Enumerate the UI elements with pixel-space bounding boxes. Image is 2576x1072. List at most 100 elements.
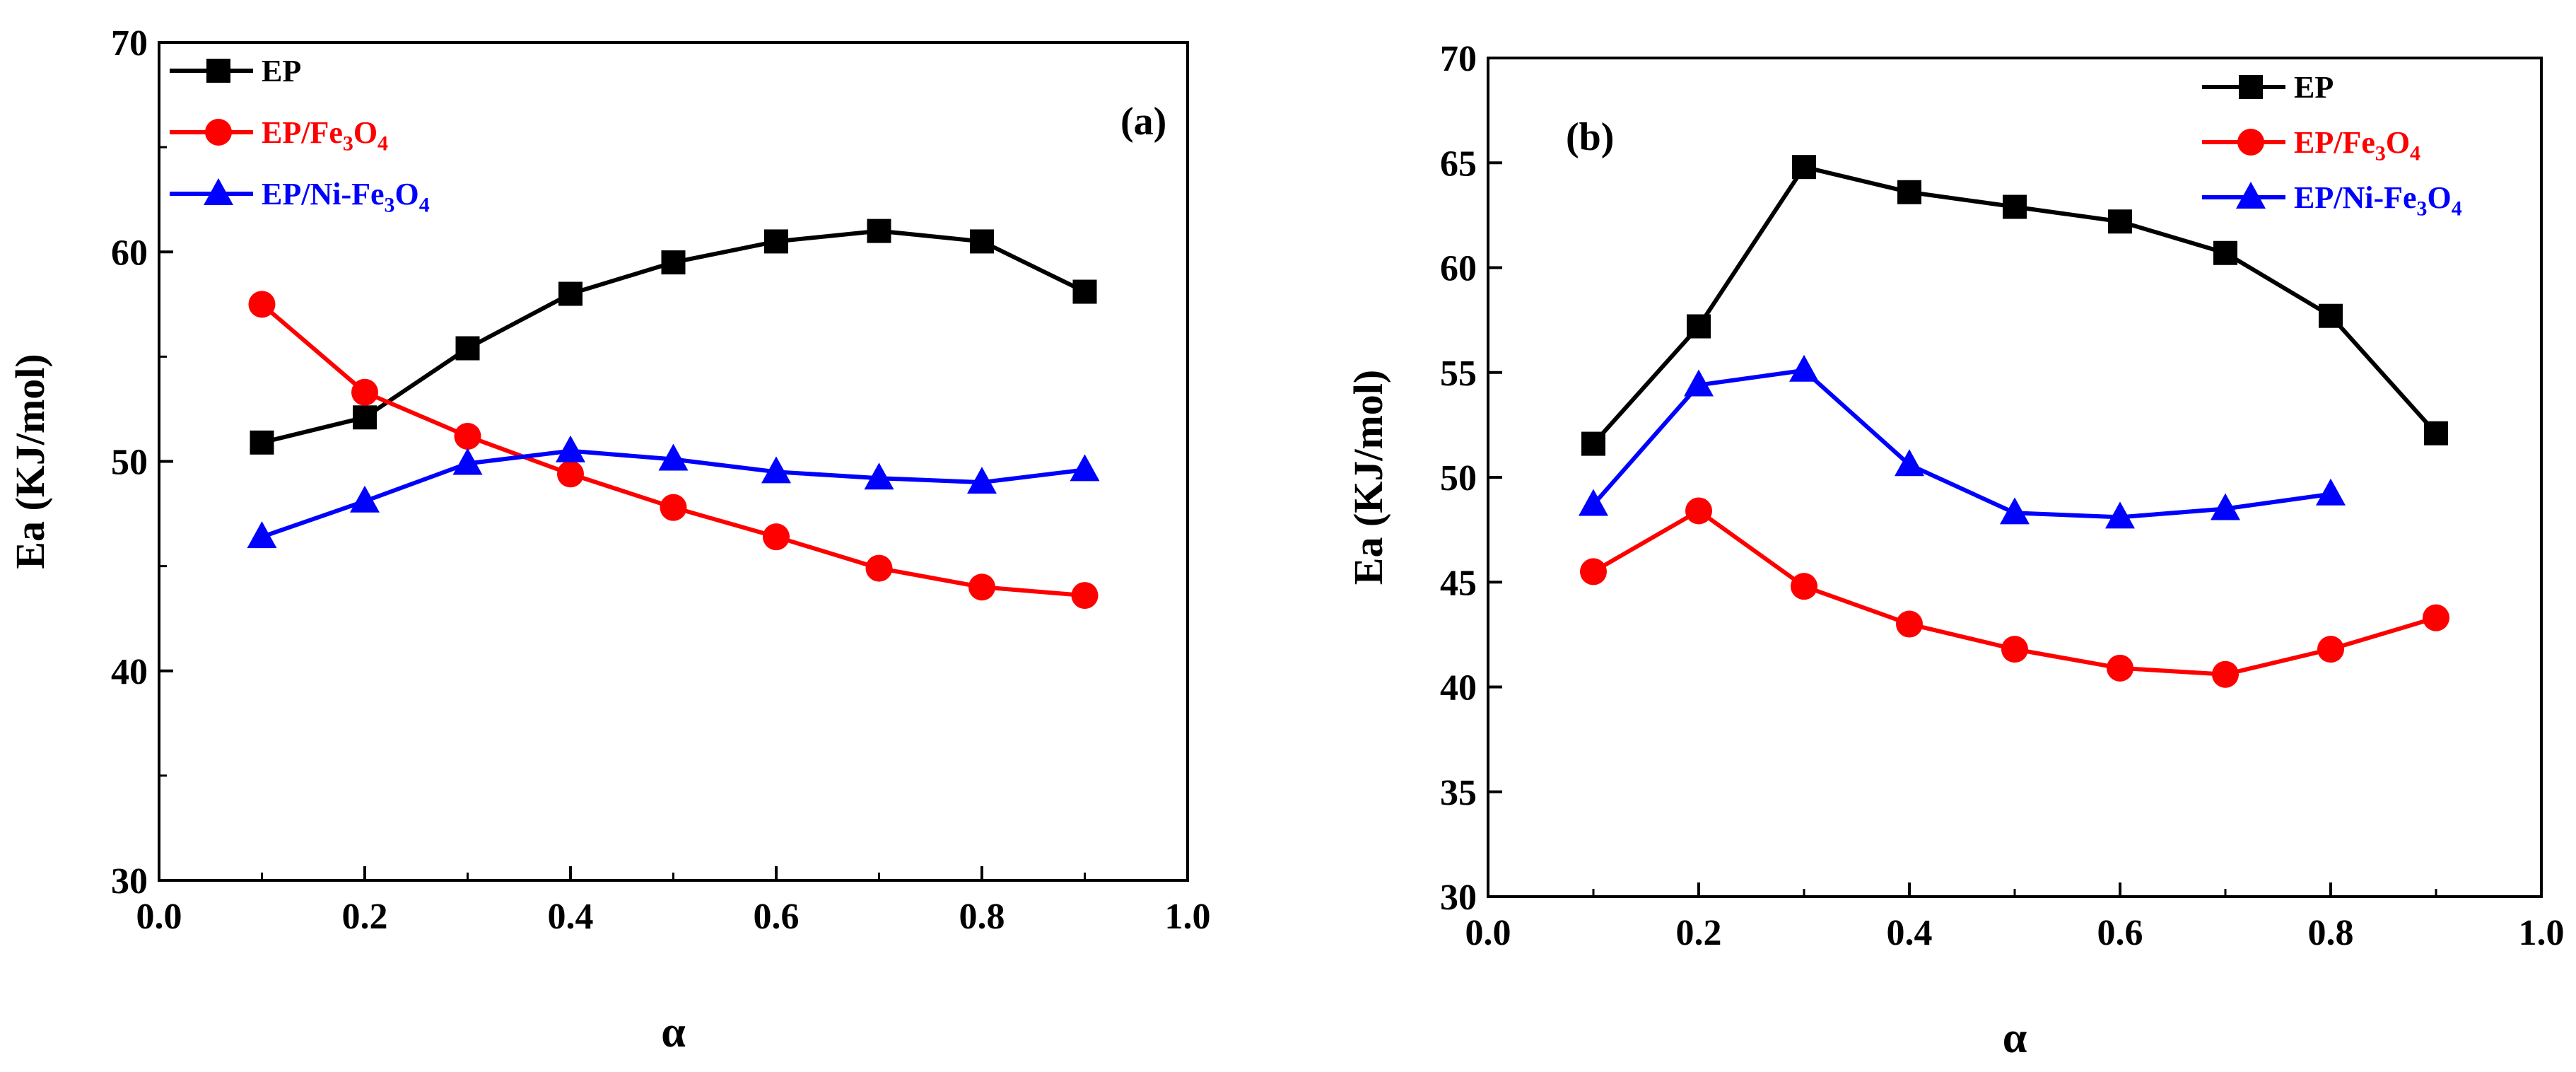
series-ep-ni-fe3o4 xyxy=(1579,354,2346,529)
y-tick-label: 55 xyxy=(1440,354,1477,394)
x-tick-label: 0.2 xyxy=(342,897,388,937)
x-tick-label: 0.4 xyxy=(548,897,594,937)
data-point xyxy=(2317,636,2344,663)
data-point xyxy=(1684,369,1714,397)
series-ep xyxy=(250,219,1097,455)
data-point xyxy=(1581,431,1605,456)
y-tick-label: 30 xyxy=(111,861,148,902)
data-point xyxy=(1792,155,1816,180)
y-tick-label: 50 xyxy=(1440,458,1477,499)
data-point xyxy=(250,430,274,455)
legend-label: EP xyxy=(262,54,301,88)
data-point xyxy=(1071,582,1099,610)
y-tick-label: 45 xyxy=(1440,563,1477,603)
legend-label-part: O xyxy=(394,177,418,211)
legend-label-subscript: 4 xyxy=(2452,197,2462,221)
y-tick-label: 40 xyxy=(1440,668,1477,709)
data-point xyxy=(658,443,689,471)
legend-label-part: EP xyxy=(2294,70,2334,105)
data-point xyxy=(247,521,277,549)
y-tick-label: 50 xyxy=(111,443,148,483)
data-point xyxy=(1897,180,1921,204)
series-line xyxy=(1591,368,2331,520)
data-point xyxy=(970,229,994,254)
x-tick-label: 0.8 xyxy=(2308,913,2354,953)
legend-label-subscript: 4 xyxy=(419,194,430,217)
data-point xyxy=(867,219,891,243)
legend-label-subscript: 3 xyxy=(2375,142,2386,165)
series-ep-ni-fe3o4 xyxy=(247,435,1100,549)
data-point xyxy=(968,573,995,601)
data-point xyxy=(1072,279,1097,304)
legend-marker xyxy=(205,119,232,146)
legend-label: EP/Ni-Fe3O4 xyxy=(2294,180,2462,221)
x-tick-label: 1.0 xyxy=(1165,897,1211,937)
data-point xyxy=(1579,489,1608,516)
chart-panel-b: 0.0 0.2 0.4 0.6 0.8 1.0 30 35 40 45 50 55 60 65 70 α Ea … xyxy=(1345,39,2565,1062)
y-tick-label: 70 xyxy=(111,23,148,64)
data-point xyxy=(2212,660,2239,688)
data-point xyxy=(558,281,582,306)
data-point xyxy=(455,336,480,361)
data-point xyxy=(557,460,584,488)
data-point xyxy=(248,291,276,318)
data-point xyxy=(761,456,791,484)
x-tick-label: 0.0 xyxy=(1465,913,1511,953)
series-ep-fe3o4 xyxy=(248,291,1099,610)
legend-label-subscript: 3 xyxy=(2417,197,2428,221)
legend-label-subscript: 4 xyxy=(377,132,388,156)
y-tick-label: 65 xyxy=(1440,144,1477,184)
data-point xyxy=(2001,636,2028,663)
series-ep xyxy=(1581,155,2448,456)
x-axis-label: α xyxy=(2003,1014,2027,1062)
data-point xyxy=(2211,493,2240,520)
legend-entry: EP/Fe3O4 xyxy=(2202,125,2420,165)
series-ep-fe3o4 xyxy=(1580,497,2449,688)
data-point xyxy=(967,467,997,494)
data-point xyxy=(1685,497,1712,525)
data-point xyxy=(350,485,380,513)
x-axis-label: α xyxy=(661,1008,686,1056)
data-point xyxy=(353,405,377,430)
data-point xyxy=(2003,194,2027,219)
data-point xyxy=(454,422,481,450)
legend-label-subscript: 3 xyxy=(343,132,353,156)
data-point xyxy=(1895,449,1924,477)
legend-label-part: EP/Fe xyxy=(262,115,343,150)
y-tick-label: 60 xyxy=(111,233,148,273)
x-tick-label: 0.4 xyxy=(1887,913,1933,953)
legend-label: EP/Ni-Fe3O4 xyxy=(262,177,430,217)
legend-label-part: EP/Fe xyxy=(2294,125,2375,160)
legend-entry: EP/Fe3O4 xyxy=(170,115,388,156)
y-axis-label: Ea (KJ/mol) xyxy=(7,354,53,569)
legend-label-part: O xyxy=(2386,125,2410,160)
legend-label-subscript: 4 xyxy=(2410,142,2420,165)
data-point xyxy=(351,378,378,406)
legend-label-part: O xyxy=(2427,180,2451,215)
data-point xyxy=(865,554,893,582)
data-point xyxy=(661,250,686,275)
legend-entry: EP xyxy=(2202,70,2334,105)
legend-label: EP/Fe3O4 xyxy=(2294,125,2420,165)
y-tick-label: 30 xyxy=(1440,878,1477,918)
data-point xyxy=(660,494,687,521)
x-tick-label: 0.0 xyxy=(136,897,182,937)
legend-marker xyxy=(204,178,233,205)
data-point xyxy=(452,448,483,475)
data-point xyxy=(2108,209,2132,234)
data-point xyxy=(2107,654,2133,682)
y-tick-label: 40 xyxy=(111,652,148,692)
legend-entry: EP/Ni-Fe3O4 xyxy=(170,177,430,217)
legend-marker xyxy=(2236,182,2266,209)
data-point xyxy=(1070,454,1100,482)
data-point xyxy=(763,523,790,551)
data-point xyxy=(2424,421,2448,445)
legend-label-part: EP/Ni-Fe xyxy=(262,177,385,211)
legend-label-part: EP xyxy=(262,54,301,88)
panel-label: (a) xyxy=(1120,100,1166,144)
y-axis-label: Ea (KJ/mol) xyxy=(1345,370,1391,585)
legend-marker xyxy=(2237,129,2264,156)
data-point xyxy=(1791,573,1817,600)
legend-label: EP xyxy=(2294,70,2334,105)
